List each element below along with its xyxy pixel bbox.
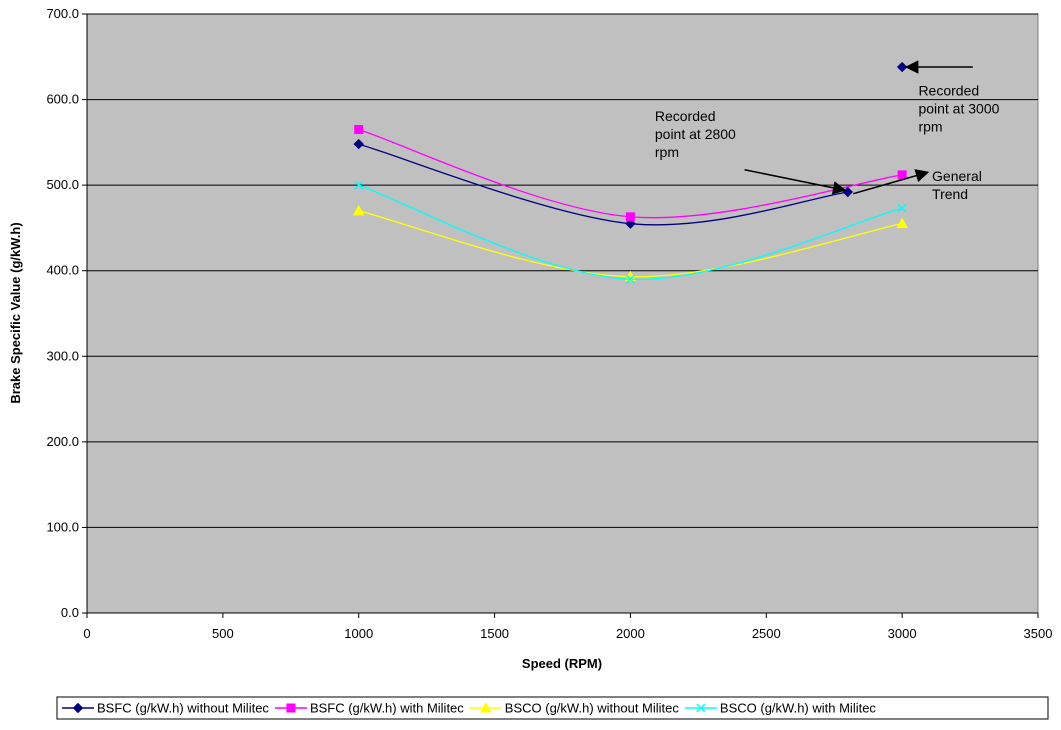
annotation-label: point at 2800	[655, 126, 736, 142]
y-tick-label: 500.0	[46, 177, 79, 192]
legend-item-4: BSCO (g/kW.h) with Militec	[684, 701, 877, 716]
series-4	[354, 180, 907, 284]
x-tick-label: 3500	[1024, 626, 1053, 641]
data-point-diamond	[625, 218, 636, 229]
plot-area	[86, 13, 1039, 614]
annotation-ann-trend: General Trend	[853, 168, 982, 202]
y-tick-label: 700.0	[46, 6, 79, 21]
annotation-ann-2800: Recorded point at 2800 rpm	[655, 108, 847, 195]
annotation-label: General	[932, 168, 982, 184]
data-point-x	[354, 180, 364, 190]
axes: 0.0 100.0 200.0 300.0 400.0 500.0 600.0 700.0 0 5…	[46, 6, 1052, 641]
data-point-diamond	[353, 138, 364, 150]
y-tick-label: 100.0	[46, 519, 79, 534]
annotation-label: rpm	[655, 144, 679, 160]
x-tick-label: 1500	[480, 626, 509, 641]
legend-item-1: BSFC (g/kW.h) without Militec	[62, 701, 269, 716]
legend-label: BSFC (g/kW.h) with Militec	[310, 701, 464, 716]
annotation-label: Trend	[932, 186, 968, 202]
data-point-x	[625, 274, 635, 284]
data-point-triangle	[352, 204, 365, 216]
annotation-arrow	[744, 169, 847, 195]
y-axis-title: Brake Specific Value (g/kW.h)	[8, 222, 23, 403]
data-point-x-stroke	[897, 203, 907, 213]
legend-item-3: BSCO (g/kW.h) without Militec	[469, 701, 680, 716]
annotation-label: Recorded	[918, 82, 979, 98]
legend-label: BSCO (g/kW.h) with Militec	[720, 701, 877, 716]
y-tick-label: 300.0	[46, 348, 79, 363]
annotations: Recorded point at 3000 rpm Recorded point at…	[655, 60, 1000, 202]
grid-lines	[87, 13, 1038, 528]
data-point-x-stroke	[354, 180, 364, 190]
legend-item-2: BSFC (g/kW.h) with Militec	[274, 701, 464, 716]
x-axis-title: Speed (RPM)	[522, 656, 602, 671]
series-3	[352, 204, 908, 282]
data-point-x-stroke	[696, 703, 706, 713]
series-group	[352, 61, 908, 284]
data-point-square	[354, 125, 364, 135]
data-point-square	[625, 212, 635, 222]
y-tick-label: 200.0	[46, 434, 79, 449]
data-point-triangle	[896, 217, 908, 229]
data-point-diamond	[72, 702, 84, 714]
legend-label: BSFC (g/kW.h) without Militec	[97, 701, 269, 716]
data-point-square	[897, 170, 907, 180]
annotation-label: rpm	[918, 118, 942, 134]
x-tick-label: 3000	[888, 626, 917, 641]
annotation-label: Recorded	[655, 108, 716, 124]
annotation-label: point at 3000	[918, 100, 999, 116]
x-tick-label: 2000	[616, 626, 645, 641]
data-point-square	[286, 703, 296, 713]
x-tick-label: 500	[212, 626, 234, 641]
legend-label: BSCO (g/kW.h) without Militec	[505, 701, 680, 716]
data-point-triangle	[479, 701, 492, 713]
x-tick-label: 2500	[752, 626, 781, 641]
y-tick-label: 600.0	[46, 92, 79, 107]
data-point-x	[696, 703, 706, 713]
data-point-x-stroke	[625, 274, 635, 284]
series-1	[353, 61, 908, 229]
data-point-x	[897, 203, 907, 213]
y-tick-label: 400.0	[46, 263, 79, 278]
annotation-arrow	[853, 169, 930, 195]
legend: BSFC (g/kW.h) without Militec BSFC (g/kW.…	[56, 696, 1049, 720]
annotation-ann-3000: Recorded point at 3000 rpm	[904, 60, 1000, 134]
x-tick-label: 1000	[344, 626, 373, 641]
y-tick-label: 0.0	[61, 605, 79, 620]
legend-box	[56, 696, 1049, 720]
x-tick-label: 0	[83, 626, 90, 641]
